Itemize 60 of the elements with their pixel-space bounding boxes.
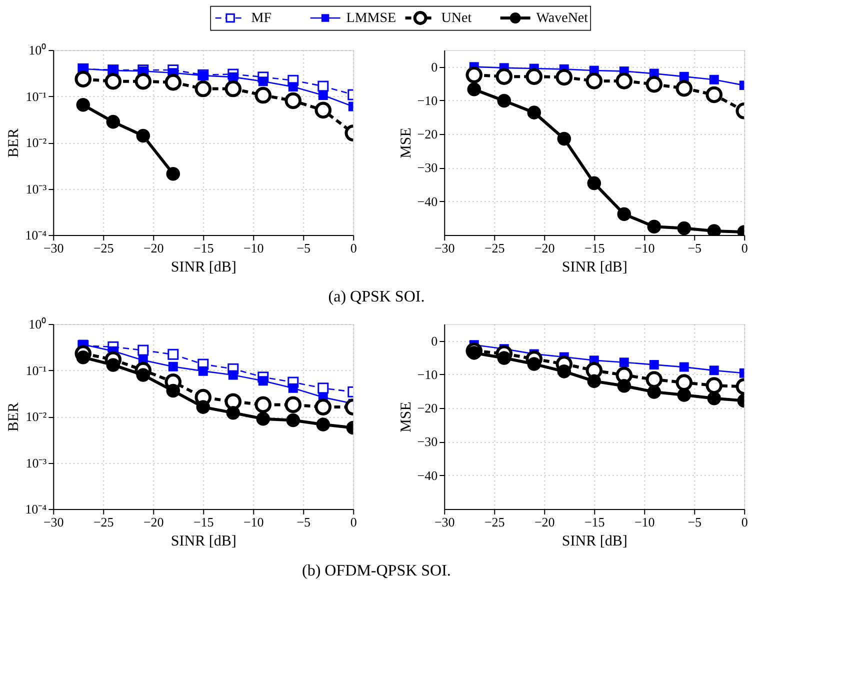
y-tick-label: 10⁻³ xyxy=(26,181,47,196)
y-tick-label: −20 xyxy=(417,400,438,416)
x-tick-label: −5 xyxy=(688,514,702,530)
x-tick-label: −10 xyxy=(243,514,264,530)
x-tick-label: −15 xyxy=(584,514,605,530)
x-tick-label: −30 xyxy=(43,514,64,530)
legend-label: UNet xyxy=(441,11,472,26)
x-tick-label: −30 xyxy=(43,240,64,256)
x-tick-label: −10 xyxy=(243,240,264,256)
y-tick-label: −30 xyxy=(417,434,438,450)
y-tick-label: 10⁰ xyxy=(28,316,47,332)
legend-label: MF xyxy=(251,11,272,26)
x-tick-label: 0 xyxy=(741,240,748,256)
x-tick-label: −15 xyxy=(584,240,605,256)
y-tick-label: 10⁻³ xyxy=(26,455,47,470)
x-tick-label: −25 xyxy=(93,240,114,256)
x-axis-title: SINR [dB] xyxy=(170,260,236,276)
x-tick-label: −20 xyxy=(143,514,164,530)
y-axis-title: BER xyxy=(6,128,22,158)
y-tick-label: 10⁻¹ xyxy=(26,362,47,378)
x-tick-label: −5 xyxy=(296,514,311,530)
y-tick-label: 10⁻⁴ xyxy=(25,502,48,516)
y-axis-title: MSE xyxy=(398,128,414,158)
x-tick-label: −10 xyxy=(634,240,655,256)
x-tick-label: 0 xyxy=(350,514,357,530)
x-axis-title: SINR [dB] xyxy=(562,260,628,276)
x-tick-label: 0 xyxy=(741,514,748,530)
x-tick-label: −25 xyxy=(484,240,505,256)
x-axis-title: SINR [dB] xyxy=(170,534,236,550)
x-tick-label: −20 xyxy=(534,240,555,256)
legend-label: WaveNet xyxy=(536,11,588,26)
y-tick-label: 10⁻⁴ xyxy=(25,228,48,242)
x-tick-label: −15 xyxy=(193,514,214,530)
x-tick-label: −25 xyxy=(484,514,505,530)
y-tick-label: −10 xyxy=(417,366,438,382)
text: (a) QPSK SOI. xyxy=(328,288,425,306)
x-tick-label: −10 xyxy=(634,514,655,530)
y-tick-label: −40 xyxy=(417,468,438,483)
x-axis-title: SINR [dB] xyxy=(562,534,628,550)
y-axis-title: MSE xyxy=(398,402,414,432)
x-tick-label: −20 xyxy=(534,514,555,530)
x-tick-label: −25 xyxy=(93,514,114,530)
y-tick-label: 10⁻² xyxy=(26,409,47,424)
y-tick-label: −30 xyxy=(417,160,438,176)
y-tick-label: 10⁻² xyxy=(26,135,47,150)
y-tick-label: 10⁻¹ xyxy=(26,88,47,104)
x-tick-label: −20 xyxy=(143,240,164,256)
x-tick-label: −5 xyxy=(688,240,702,256)
y-tick-label: −40 xyxy=(417,194,438,209)
legend-label: LMMSE xyxy=(346,11,396,26)
y-tick-label: −10 xyxy=(417,92,438,108)
x-tick-label: 0 xyxy=(350,240,357,256)
y-tick-label: 10⁰ xyxy=(28,42,47,58)
y-tick-label: −20 xyxy=(417,126,438,142)
text: (b) OFDM-QPSK SOI. xyxy=(302,562,451,580)
x-tick-label: −5 xyxy=(296,240,311,256)
x-tick-label: −15 xyxy=(193,240,214,256)
y-tick-label: 0 xyxy=(431,333,438,348)
y-tick-label: 0 xyxy=(431,59,438,74)
y-axis-title: BER xyxy=(6,402,22,432)
